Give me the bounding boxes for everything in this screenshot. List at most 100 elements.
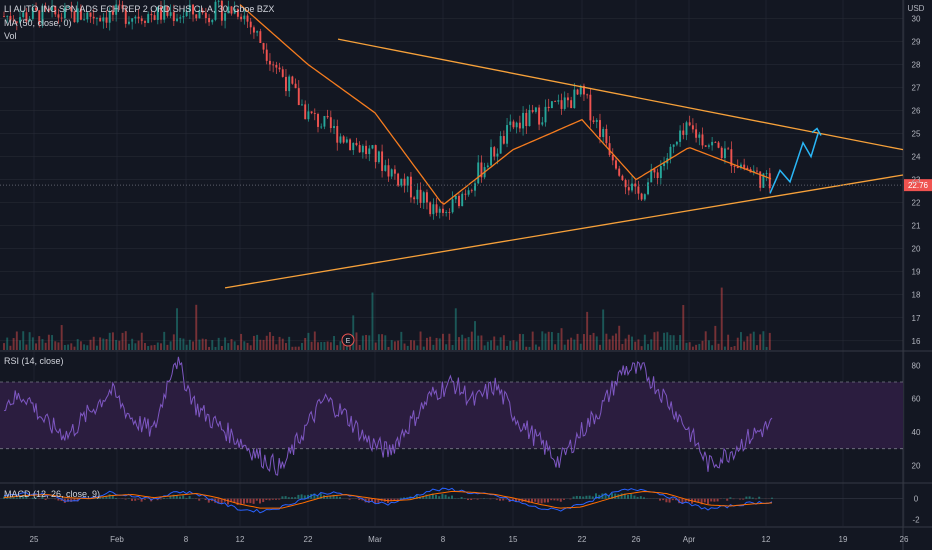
volume-bar bbox=[720, 287, 723, 350]
candle-body bbox=[86, 12, 89, 20]
volume-bar bbox=[425, 337, 428, 350]
candle-body bbox=[477, 162, 480, 184]
volume-bar bbox=[25, 344, 28, 350]
macd-histogram-bar bbox=[518, 498, 521, 502]
macd-histogram-bar bbox=[559, 498, 562, 502]
candle-body bbox=[624, 180, 627, 188]
volume-bar bbox=[647, 344, 649, 350]
rsi-band-fill bbox=[0, 382, 903, 449]
candle-body bbox=[307, 111, 310, 120]
volume-bar bbox=[403, 343, 406, 350]
macd-histogram-bar bbox=[41, 496, 44, 499]
volume-bar bbox=[208, 346, 211, 350]
volume-bar bbox=[458, 337, 460, 350]
candle-body bbox=[438, 208, 441, 213]
candle-body bbox=[224, 13, 227, 21]
time-tick-label: Feb bbox=[110, 535, 124, 544]
earnings-marker[interactable]: E bbox=[341, 333, 355, 347]
volume-bar bbox=[573, 339, 576, 350]
volume-bar bbox=[188, 339, 191, 350]
macd-histogram-bar bbox=[131, 498, 133, 501]
candle-body bbox=[746, 167, 749, 170]
candle-body bbox=[698, 134, 701, 138]
volume-bar bbox=[451, 345, 454, 350]
candle-body bbox=[451, 199, 454, 213]
macd-histogram-bar bbox=[470, 498, 473, 500]
candle-body bbox=[358, 145, 361, 153]
volume-bar bbox=[576, 333, 579, 350]
candle-body bbox=[246, 15, 249, 22]
volume-bar bbox=[634, 341, 637, 350]
candle-body bbox=[663, 163, 666, 167]
macd-tick-label: 0 bbox=[914, 495, 919, 504]
macd-histogram-bar bbox=[639, 496, 642, 499]
volume-bar bbox=[419, 331, 422, 350]
macd-histogram-bar bbox=[771, 497, 773, 499]
support-trendline[interactable] bbox=[224, 174, 904, 289]
candle-body bbox=[128, 21, 130, 24]
macd-histogram-bar bbox=[745, 496, 748, 499]
projected-path-arrow[interactable] bbox=[769, 133, 819, 194]
price-tick-label: 25 bbox=[912, 130, 921, 139]
volume-bar bbox=[531, 331, 534, 350]
volume-bar bbox=[118, 340, 121, 350]
volume-bar bbox=[275, 344, 278, 350]
volume-bar bbox=[477, 335, 480, 350]
macd-histogram-bar bbox=[3, 496, 5, 499]
volume-bar bbox=[320, 342, 323, 350]
time-tick-label: 26 bbox=[632, 535, 641, 544]
candle-body bbox=[393, 169, 396, 174]
macd-histogram-bar bbox=[239, 498, 242, 505]
volume-bar bbox=[550, 332, 553, 350]
macd-histogram-bar bbox=[313, 493, 316, 499]
volume-bar bbox=[611, 335, 614, 350]
macd-histogram-bar bbox=[211, 498, 213, 502]
macd-histogram-bar bbox=[57, 498, 60, 501]
volume-bar bbox=[733, 346, 736, 350]
macd-histogram-bar bbox=[163, 497, 165, 499]
resistance-trendline[interactable] bbox=[337, 38, 904, 151]
macd-histogram-bar bbox=[467, 498, 469, 501]
macd-histogram-bar bbox=[99, 497, 101, 499]
volume-bar bbox=[743, 341, 746, 350]
macd-histogram-bar bbox=[700, 498, 703, 505]
volume-bar bbox=[124, 331, 127, 350]
candle-body bbox=[89, 12, 92, 17]
macd-histogram-bar bbox=[179, 496, 181, 499]
volume-bar bbox=[368, 335, 371, 350]
volume-legend: Vol bbox=[4, 31, 17, 41]
candle-body bbox=[701, 134, 704, 146]
volume-bar bbox=[736, 337, 739, 350]
candle-body bbox=[381, 151, 384, 171]
volume-bar bbox=[422, 346, 425, 350]
volume-bar bbox=[243, 341, 246, 350]
macd-histogram-bar bbox=[502, 498, 505, 501]
macd-histogram-bar bbox=[681, 498, 684, 504]
candle-body bbox=[198, 10, 201, 19]
macd-histogram-bar bbox=[102, 497, 105, 499]
candle-body bbox=[435, 204, 438, 213]
macd-histogram-bar bbox=[412, 497, 415, 499]
candle-body bbox=[73, 11, 76, 23]
candle-body bbox=[390, 169, 393, 177]
candle-body bbox=[739, 164, 742, 169]
earnings-icon[interactable] bbox=[341, 333, 355, 347]
macd-histogram-bar bbox=[563, 498, 565, 500]
volume-bar bbox=[89, 339, 92, 350]
macd-tick-label: -2 bbox=[912, 516, 920, 525]
price-tick-label: 28 bbox=[912, 60, 921, 69]
macd-histogram-bar bbox=[627, 494, 629, 499]
candle-body bbox=[570, 100, 573, 109]
volume-bar bbox=[406, 345, 409, 350]
macd-histogram-bar bbox=[707, 498, 709, 504]
candle-body bbox=[429, 202, 432, 215]
candle-body bbox=[727, 148, 730, 150]
candle-body bbox=[387, 165, 390, 177]
volume-bar bbox=[172, 334, 175, 350]
price-tick-label: 27 bbox=[912, 84, 921, 93]
macd-histogram-bar bbox=[630, 494, 633, 499]
candle-body bbox=[608, 143, 611, 155]
macd-histogram-bar bbox=[230, 498, 233, 503]
volume-bar bbox=[387, 346, 390, 350]
